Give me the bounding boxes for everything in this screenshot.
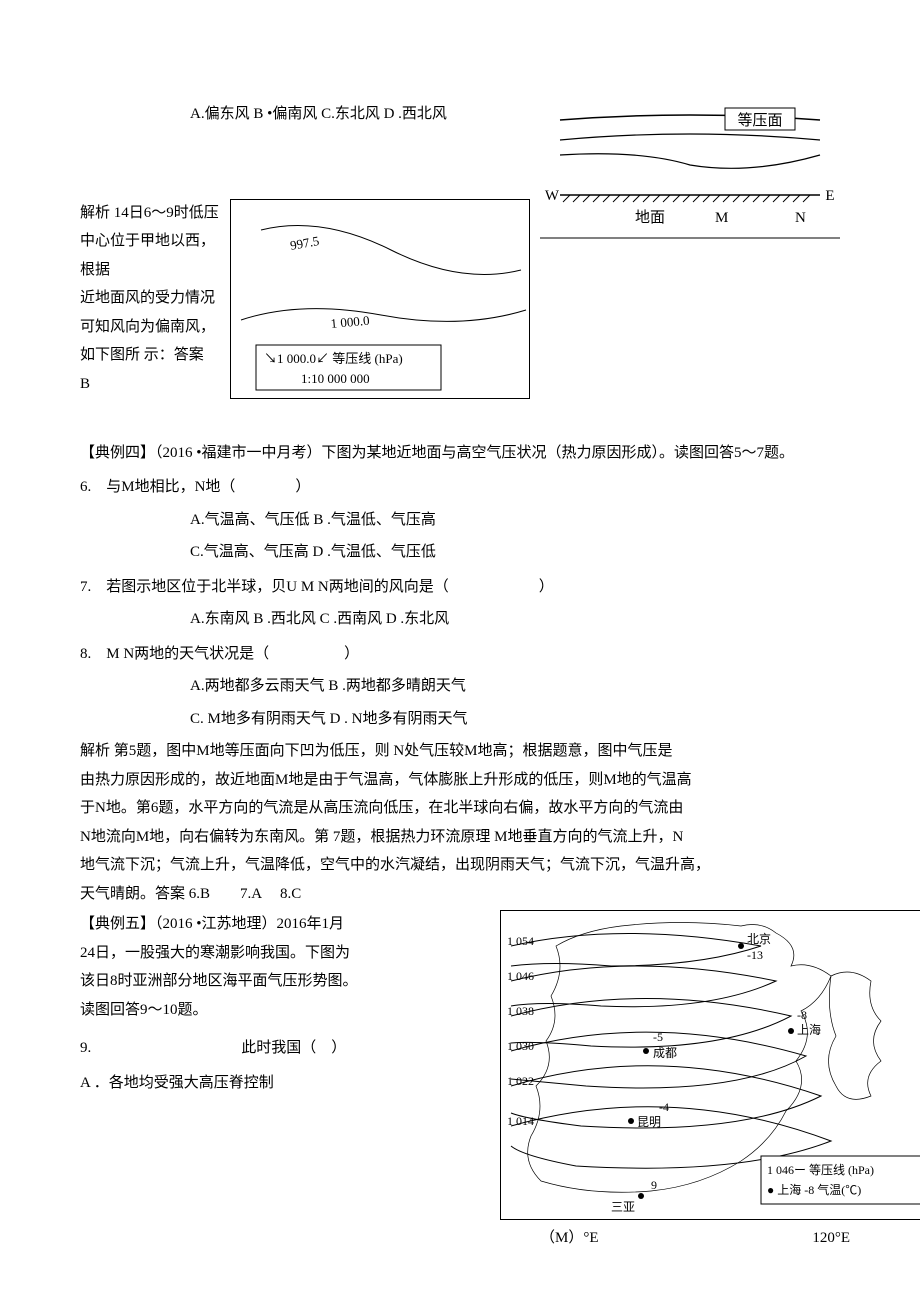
- svg-text:-5: -5: [653, 1030, 663, 1044]
- q8-opts-a: A.两地都多云雨天气 B .两地都多晴朗天气: [80, 672, 840, 701]
- isobaric-surface-figure: 等压面 W E 地面 M N: [540, 100, 840, 251]
- isobaric-surface-svg: 等压面 W E 地面 M N: [540, 100, 840, 240]
- isobar-label: 等压面: [737, 111, 782, 129]
- svg-text:三亚: 三亚: [611, 1200, 635, 1214]
- svg-text:1 030: 1 030: [507, 1039, 534, 1053]
- svg-text:-4: -4: [659, 1100, 669, 1114]
- svg-text:N: N: [795, 210, 806, 226]
- example4-source: 【典例四】（2016 •福建市一中月考）下图为某地近地面与高空气压状况（热力原因…: [80, 439, 840, 468]
- q6-opts-a: A.气温高、气压低 B .气温低、气压高: [80, 506, 840, 535]
- svg-text:-8: -8: [797, 1008, 807, 1022]
- example5-l2: 24日，一股强大的寒潮影响我国。下图为: [80, 939, 500, 968]
- ex4-analysis-3: 于N地。第6题，水平方向的气流是从高压流向低压，在北半球向右偏，故水平方向的气流…: [80, 794, 840, 823]
- svg-text:上海: 上海: [797, 1022, 821, 1037]
- svg-text:1 054: 1 054: [507, 934, 534, 948]
- svg-text:↘1 000.0↙ 等压线 (hPa): ↘1 000.0↙ 等压线 (hPa): [264, 351, 403, 366]
- map-caption-right: 120°E: [812, 1224, 850, 1253]
- ex4-analysis-4: N地流向M地，向右偏转为东南风。第 7题，根据热力环流原理 M地垂直方向的气流上…: [80, 823, 840, 852]
- svg-text:997.5: 997.5: [289, 233, 320, 253]
- pressure-map-svg: 1 054 1 046 1 038 1 030 1 022 1 014 北京 -…: [501, 911, 920, 1219]
- svg-text:1 046: 1 046: [507, 969, 534, 983]
- svg-text:-13: -13: [747, 948, 763, 962]
- svg-text:1 046ー 等压线 (hPa): 1 046ー 等压线 (hPa): [767, 1163, 874, 1177]
- svg-text:地面: 地面: [635, 209, 665, 226]
- svg-text:1 022: 1 022: [507, 1074, 534, 1088]
- q9: 9. 此时我国（ ）: [80, 1034, 500, 1063]
- q6-opts-b: C.气温高、气压高 D .气温低、气压低: [80, 538, 840, 567]
- svg-text:W: W: [545, 188, 560, 204]
- svg-text:M: M: [715, 210, 728, 226]
- svg-text:1 014: 1 014: [507, 1114, 534, 1128]
- pressure-map-figure: 1 054 1 046 1 038 1 030 1 022 1 014 北京 -…: [500, 910, 920, 1220]
- example5-l3: 该日8时亚洲部分地区海平面气压形势图。: [80, 967, 500, 996]
- svg-text:成都: 成都: [653, 1046, 677, 1060]
- svg-text:E: E: [825, 188, 834, 204]
- ex4-analysis-5: 地气流下沉；气流上升，气温降低，空气中的水汽凝结，出现阴雨天气；气流下沉，气温升…: [80, 851, 840, 880]
- q7: 7. 若图示地区位于北半球，贝U M N两地间的风向是（ ）: [80, 573, 840, 602]
- example5-source: 【典例五】（2016 •江苏地理）2016年1月: [80, 910, 500, 939]
- q8-opts-b: C. M地多有阴雨天气 D . N地多有阴雨天气: [80, 705, 840, 734]
- svg-text:1:10 000 000: 1:10 000 000: [301, 371, 370, 386]
- ex4-analysis-2: 由热力原因形成的，故近地面M地是由于气温高，气体膨胀上升形成的低压，则M地的气温…: [80, 766, 840, 795]
- map-caption-left: （M）°E: [540, 1224, 599, 1253]
- example5-l4: 读图回答9〜10题。: [80, 996, 500, 1025]
- ex4-analysis-6: 天气晴朗。答案 6.B 7.A 8.C: [80, 880, 840, 909]
- svg-text:9: 9: [651, 1178, 657, 1192]
- svg-text:● 上海 -8 气温(℃): ● 上海 -8 气温(℃): [767, 1182, 861, 1197]
- svg-text:1 000.0: 1 000.0: [330, 312, 370, 330]
- q8: 8. M N两地的天气状况是（ ）: [80, 640, 840, 669]
- q7-opts: A.东南风 B .西北风 C .西南风 D .东北风: [80, 605, 840, 634]
- svg-text:北京: 北京: [747, 932, 771, 946]
- q6: 6. 与M地相比，N地（ ）: [80, 473, 840, 502]
- q9-opt-a: A ．各地均受强大高压脊控制: [80, 1069, 500, 1098]
- svg-text:昆明: 昆明: [637, 1115, 661, 1129]
- svg-text:1 038: 1 038: [507, 1004, 534, 1018]
- isobar-map-svg: 997.5 1 000.0 ↘1 000.0↙ 等压线 (hPa) 1:10 0…: [231, 200, 529, 398]
- ex4-analysis-1: 解析 第5题，图中M地等压面向下凹为低压，则 N处气压较M地高；根据题意，图中气…: [80, 737, 840, 766]
- isobar-map-figure: 997.5 1 000.0 ↘1 000.0↙ 等压线 (hPa) 1:10 0…: [230, 199, 530, 399]
